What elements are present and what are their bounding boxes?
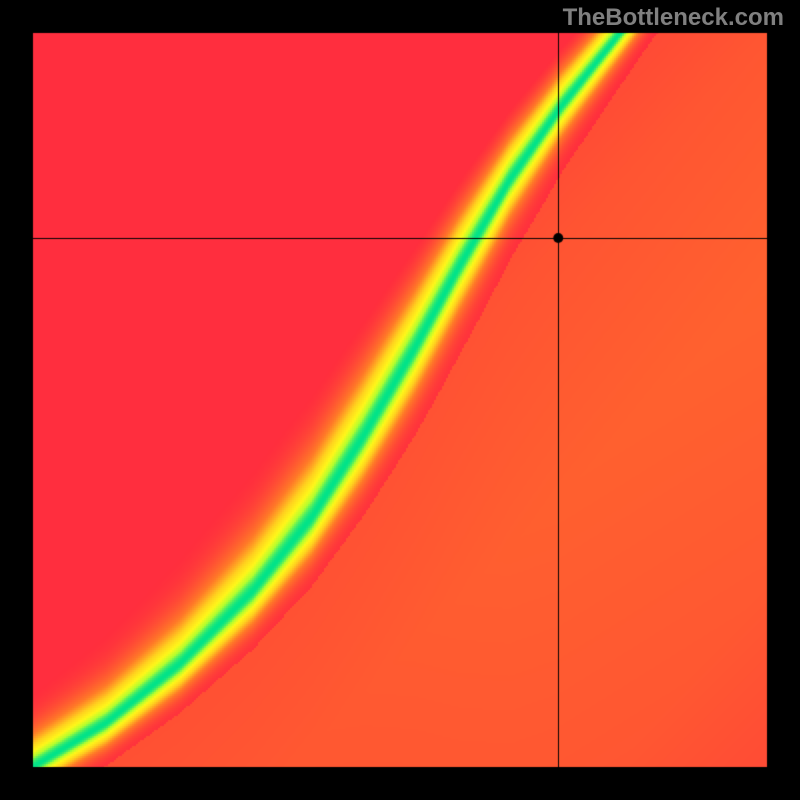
crosshair-overlay	[0, 0, 800, 800]
watermark-text: TheBottleneck.com	[563, 4, 784, 32]
